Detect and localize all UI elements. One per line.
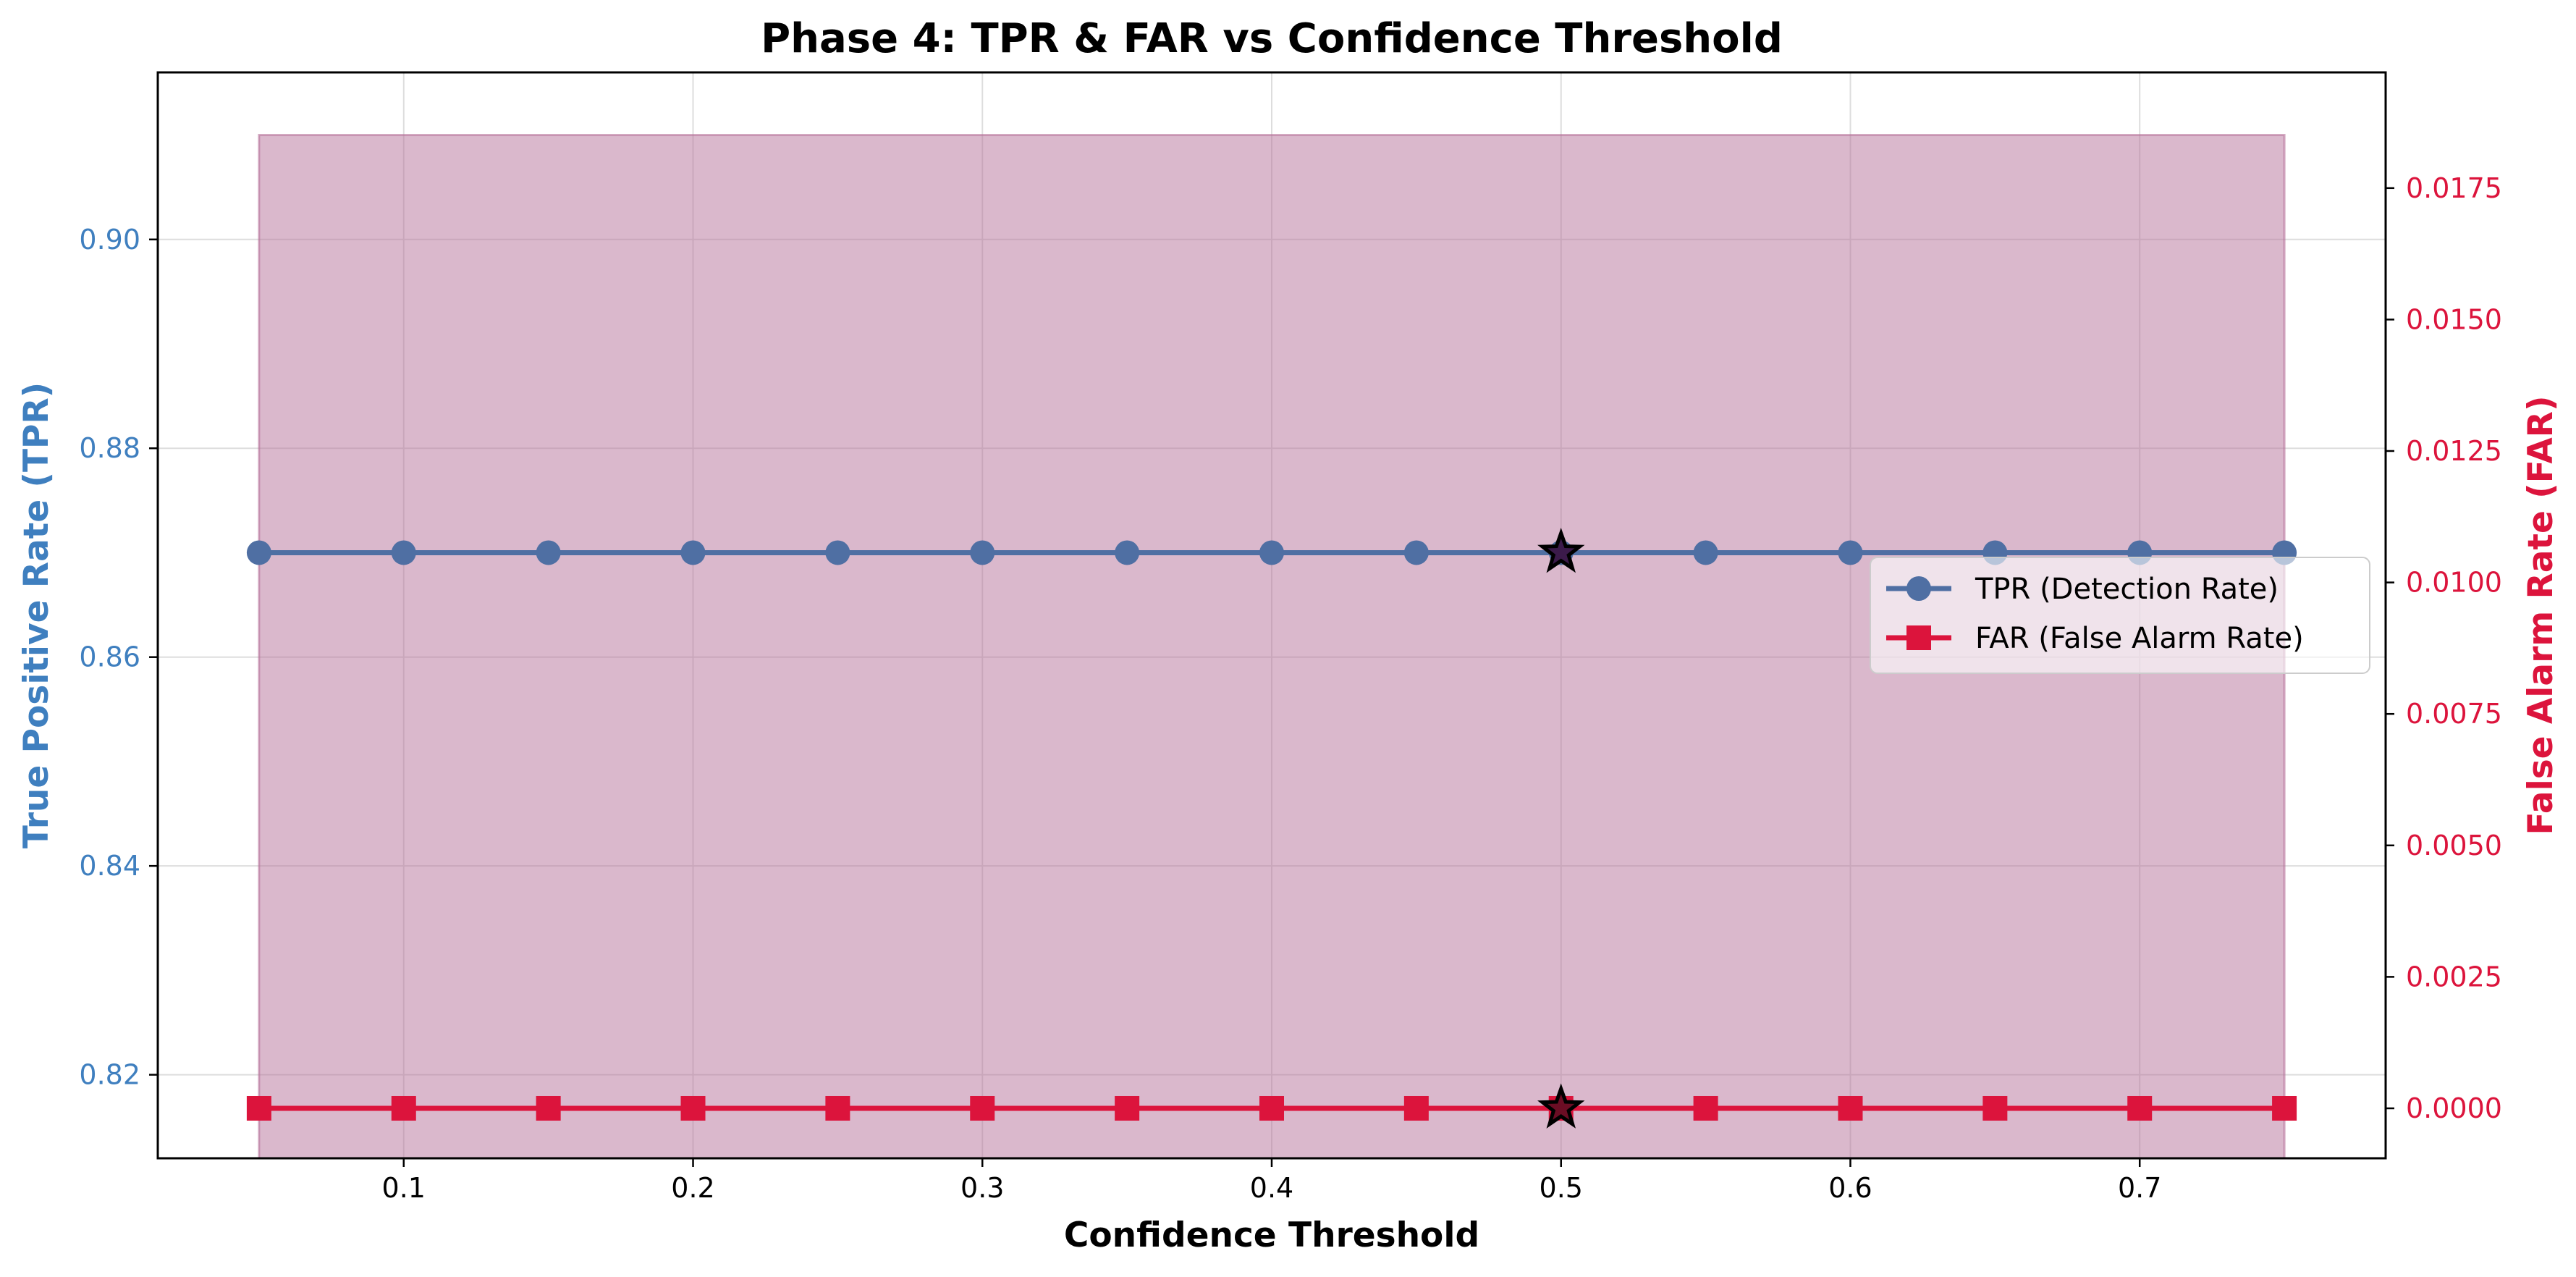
far-point [2127,1095,2153,1121]
x-tick-label: 0.1 [382,1172,426,1204]
axis-ticks: 0.1 0.2 0.3 0.4 0.5 0.6 0.7 0.82 0.84 0.86 0.88 0.9… [79,172,2502,1204]
legend-box [1870,557,2370,674]
far-point [970,1095,995,1121]
tpr-point [1403,540,1429,565]
y-left-tick-label: 0.84 [79,850,140,882]
tpr-point [391,540,416,565]
y-right-tick-label: 0.0125 [2406,435,2502,467]
tpr-point [246,540,271,565]
tpr-point [825,540,850,565]
far-point [1982,1095,2008,1121]
x-tick-label: 0.3 [960,1172,1004,1204]
far-point [680,1095,706,1121]
legend-tpr-label: TPR (Detection Rate) [1975,573,2279,606]
tpr-point [1259,540,1284,565]
far-point [1838,1095,1863,1121]
y-right-tick-label: 0.0175 [2406,172,2502,204]
y-axis-left-label: True Positive Rate (TPR) [17,382,56,848]
y-right-tick-label: 0.0000 [2406,1092,2502,1124]
y-axis-right-label: False Alarm Rate (FAR) [2521,396,2561,835]
chart-title: Phase 4: TPR & FAR vs Confidence Thresho… [761,15,1783,62]
far-point [2272,1095,2297,1121]
tpr-point [1115,540,1140,565]
highlight-star-marker [1537,528,1585,573]
y-left-tick-label: 0.88 [79,432,140,464]
tpr-point [680,540,706,565]
legend: TPR (Detection Rate) FAR (False Alarm Rat… [1870,557,2370,674]
legend-tpr-marker [1906,576,1931,601]
y-left-tick-label: 0.82 [79,1059,140,1091]
y-left-tick-label: 0.86 [79,641,140,673]
highlight-star-marker [1537,1083,1585,1129]
x-tick-label: 0.7 [2118,1172,2161,1204]
far-point [391,1095,416,1121]
x-tick-label: 0.5 [1540,1172,1583,1204]
far-point [1403,1095,1429,1121]
y-right-tick-label: 0.0050 [2406,830,2502,861]
far-point [1693,1095,1718,1121]
y-right-tick-label: 0.0025 [2406,961,2502,992]
x-axis-label: Confidence Threshold [1064,1215,1479,1255]
legend-far-marker [1906,625,1931,650]
tpr-point [1693,540,1718,565]
far-point [1115,1095,1140,1121]
far-point [536,1095,561,1121]
y-right-tick-label: 0.0100 [2406,567,2502,599]
y-right-tick-label: 0.0075 [2406,698,2502,730]
far-point [825,1095,850,1121]
y-left-tick-label: 0.90 [79,224,140,256]
far-point [1259,1095,1284,1121]
tpr-point [536,540,561,565]
x-tick-label: 0.2 [671,1172,714,1204]
far-point [246,1095,271,1121]
x-tick-label: 0.6 [1828,1172,1872,1204]
tpr-point [1838,540,1863,565]
y-right-tick-label: 0.0150 [2406,303,2502,335]
tpr-point [970,540,995,565]
x-tick-label: 0.4 [1250,1172,1293,1204]
legend-far-label: FAR (False Alarm Rate) [1975,622,2304,655]
